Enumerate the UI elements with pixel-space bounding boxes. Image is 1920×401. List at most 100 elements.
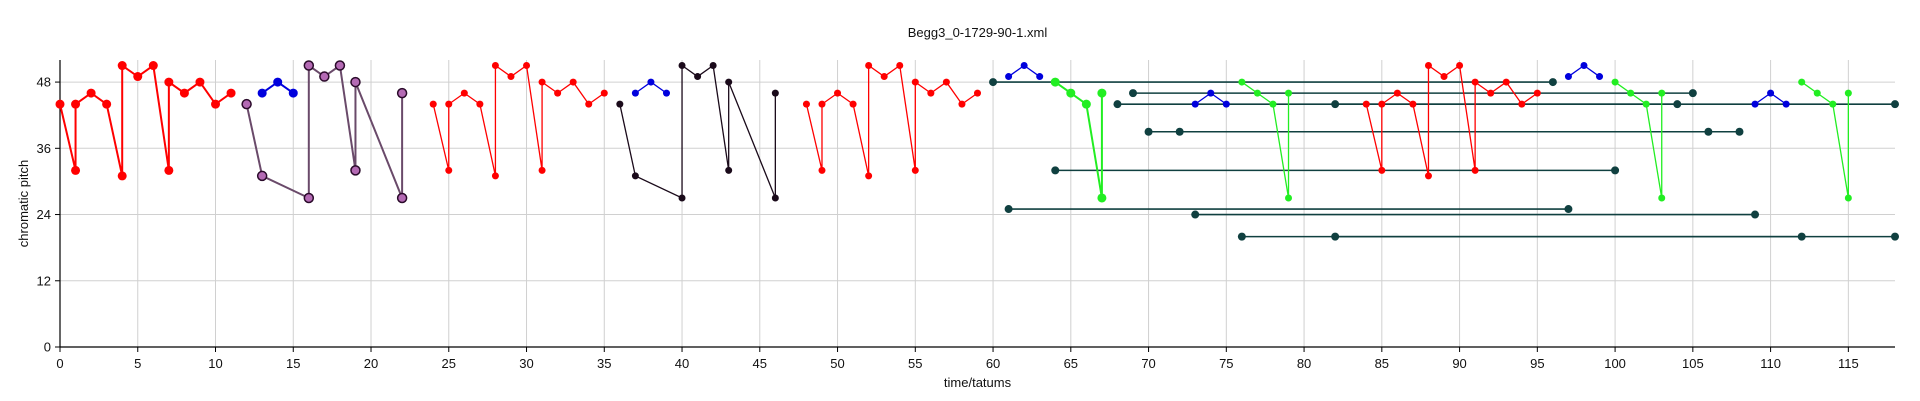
series-6-point-2 xyxy=(818,100,826,108)
series-3-point-10 xyxy=(538,78,546,86)
series-2-point-4 xyxy=(319,71,330,82)
series-5-point-5 xyxy=(709,62,717,70)
segment-1-point-1 xyxy=(1688,89,1697,98)
segment-8 xyxy=(1191,210,1760,219)
series-9-point-8 xyxy=(1456,62,1464,70)
segment-10 xyxy=(1331,232,1899,241)
x-tick-label-1: 5 xyxy=(134,356,141,371)
series-9-point-13 xyxy=(1518,100,1526,108)
series-7-point-2 xyxy=(1036,73,1044,81)
segment-1-point-0 xyxy=(1129,89,1138,98)
y-tick-label-2: 24 xyxy=(37,207,51,222)
series-7-point-1 xyxy=(1020,62,1028,70)
segment-0-point-0 xyxy=(989,78,998,87)
series-11-point-2 xyxy=(1222,100,1230,108)
x-tick-label-18: 90 xyxy=(1452,356,1466,371)
series-0-point-14 xyxy=(226,88,236,98)
series-8-point-1 xyxy=(1066,88,1076,98)
x-tick-label-10: 50 xyxy=(830,356,844,371)
x-tick-label-12: 60 xyxy=(986,356,1000,371)
series-2-point-8 xyxy=(396,192,408,204)
series-line-12 xyxy=(1241,81,1290,199)
series-12-point-2 xyxy=(1269,100,1277,108)
series-6-point-9 xyxy=(911,166,919,174)
series-15 xyxy=(1798,78,1852,202)
segment-6-point-1 xyxy=(1611,166,1620,175)
series-13 xyxy=(1611,78,1666,202)
series-6-point-5 xyxy=(865,172,873,180)
x-axis-label: time/tatums xyxy=(944,375,1012,390)
segment-8-point-0 xyxy=(1191,210,1200,219)
series-3-point-9 xyxy=(538,166,546,174)
series-5-point-8 xyxy=(771,194,779,202)
series-9-point-12 xyxy=(1502,78,1510,86)
series-3-point-3 xyxy=(460,89,468,97)
series-6-point-12 xyxy=(942,78,950,86)
series-3-point-6 xyxy=(491,62,499,70)
series-15-point-1 xyxy=(1813,89,1821,97)
series-7 xyxy=(1005,62,1044,81)
series-0-point-6 xyxy=(117,61,127,71)
series-13-point-2 xyxy=(1642,100,1650,108)
series-2-point-2 xyxy=(303,192,315,204)
series-14-point-0 xyxy=(1751,100,1759,108)
series-7-point-0 xyxy=(1005,73,1013,81)
series-12-point-4 xyxy=(1285,89,1293,97)
series-3-point-12 xyxy=(569,78,577,86)
segment-3-point-1 xyxy=(1891,100,1899,109)
y-tick-label-4: 48 xyxy=(37,75,51,90)
axes xyxy=(59,60,1895,348)
segment-7-point-0 xyxy=(1004,205,1013,214)
series-6-point-0 xyxy=(802,100,810,108)
series-12-point-1 xyxy=(1253,89,1261,97)
y-ticks: 0 12 24 36 48 xyxy=(37,75,60,355)
series-3-point-0 xyxy=(429,100,437,108)
series-0-point-10 xyxy=(164,77,174,87)
x-tick-label-15: 75 xyxy=(1219,356,1233,371)
series-0 xyxy=(55,61,236,181)
series-0-point-3 xyxy=(86,88,96,98)
x-tick-label-0: 0 xyxy=(56,356,63,371)
series-8 xyxy=(1050,77,1107,203)
segments xyxy=(989,78,1899,241)
segment-5 xyxy=(1175,127,1744,136)
segment-1 xyxy=(1129,89,1697,98)
series-1-point-2 xyxy=(288,88,298,98)
x-tick-label-9: 45 xyxy=(753,356,767,371)
segment-7 xyxy=(1004,205,1573,214)
series-9-point-10 xyxy=(1471,78,1479,86)
x-tick-label-13: 65 xyxy=(1064,356,1078,371)
y-tick-label-1: 12 xyxy=(37,273,51,288)
series-9-point-14 xyxy=(1533,89,1541,97)
series-9-point-9 xyxy=(1471,166,1479,174)
series-6-point-11 xyxy=(927,89,935,97)
series-10 xyxy=(1564,62,1604,81)
series-2-point-5 xyxy=(334,60,346,71)
segment-6-point-0 xyxy=(1051,166,1060,175)
segment-6 xyxy=(1051,166,1620,175)
series-6-point-3 xyxy=(834,89,842,97)
series-0-point-4 xyxy=(102,99,112,109)
x-tick-label-11: 55 xyxy=(908,356,922,371)
series-11-point-1 xyxy=(1207,89,1215,97)
series-10-point-0 xyxy=(1564,73,1572,81)
series-6-point-14 xyxy=(974,89,981,97)
series-14-point-1 xyxy=(1767,89,1775,97)
series-2-point-1 xyxy=(256,170,268,182)
series-11 xyxy=(1191,89,1230,108)
series-5 xyxy=(616,62,779,202)
x-tick-label-2: 10 xyxy=(208,356,222,371)
x-tick-label-6: 30 xyxy=(519,356,533,371)
series-15-point-3 xyxy=(1844,194,1852,202)
series-5-point-2 xyxy=(678,194,686,202)
series-9-point-1 xyxy=(1378,166,1386,174)
series-9-point-2 xyxy=(1378,100,1386,108)
x-tick-label-22: 110 xyxy=(1760,356,1781,371)
series-6-point-7 xyxy=(880,73,888,81)
series-8-point-2 xyxy=(1081,99,1091,109)
series-10-point-1 xyxy=(1580,62,1588,70)
series-1 xyxy=(257,77,298,98)
x-tick-label-20: 100 xyxy=(1604,356,1626,371)
